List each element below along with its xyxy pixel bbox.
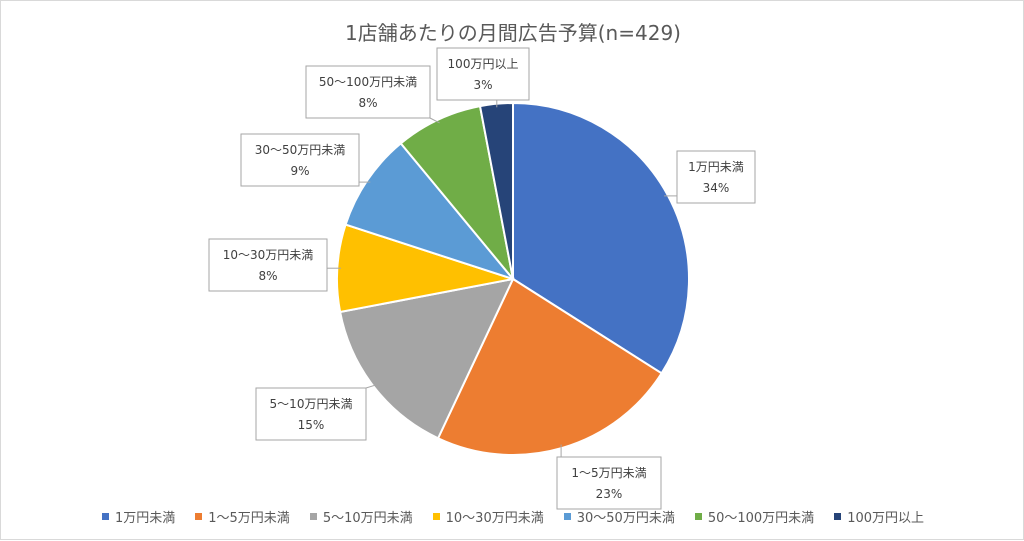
legend-swatch [563, 513, 571, 520]
legend-swatch [834, 513, 842, 520]
chart-title: 1店舗あたりの月間広告予算(n=429) [345, 21, 681, 45]
legend-item: 1万円未満 [101, 507, 176, 526]
legend-label: 50～100万円未満 [707, 511, 815, 526]
data-label-value: 23% [596, 487, 623, 501]
callout-box [305, 65, 431, 119]
data-label-category: 50～100万円未満 [319, 75, 417, 89]
data-label-category: 10～30万円未満 [223, 248, 314, 262]
legend-item: 50～100万円未満 [694, 507, 815, 526]
legend: 1万円未満 1～5万円未満 5～10万円未満 10～30万円未満 30～50万円未満 50… [1, 507, 1024, 526]
callout-box [556, 456, 662, 510]
legend-swatch [195, 513, 203, 520]
legend-label: 1万円未満 [114, 511, 176, 526]
pie-slice [344, 141, 516, 282]
data-label-category: 100万円以上 [448, 57, 519, 71]
data-label-value: 3% [473, 78, 492, 92]
callout-box [676, 150, 756, 204]
data-label-value: 15% [298, 418, 325, 432]
pie-slice [436, 277, 663, 456]
legend-label: 1～5万円未満 [208, 511, 290, 526]
legend-swatch [309, 513, 317, 520]
callout-box [240, 133, 360, 187]
data-label-category: 30～50万円未満 [255, 143, 346, 157]
data-label-category: 1万円未満 [688, 160, 744, 174]
data-label-value: 8% [358, 96, 377, 110]
legend-item: 5～10万円未満 [309, 507, 413, 526]
legend-swatch [101, 513, 109, 520]
legend-swatch [432, 513, 440, 520]
data-label-category: 5～10万円未満 [270, 397, 353, 411]
legend-item: 100万円以上 [834, 507, 924, 526]
legend-item: 30～50万円未満 [563, 507, 675, 526]
legend-label: 10～30万円未満 [445, 511, 544, 526]
callout-box [436, 47, 530, 101]
data-label-category: 1～5万円未満 [571, 466, 646, 480]
legend-item: 1～5万円未満 [195, 507, 290, 526]
legend-swatch [694, 513, 702, 520]
callout-box [208, 238, 328, 292]
callout-leader [365, 384, 377, 389]
callout-box [255, 387, 367, 441]
legend-label: 5～10万円未満 [322, 511, 413, 526]
legend-item: 10～30万円未満 [432, 507, 544, 526]
legend-label: 100万円以上 [847, 511, 925, 526]
pie-slice [512, 101, 690, 375]
callout-leader [429, 117, 440, 124]
legend-label: 30～50万円未満 [576, 511, 675, 526]
data-label-value: 34% [703, 181, 730, 195]
pie-slice [399, 104, 514, 280]
data-label-value: 8% [258, 269, 277, 283]
pie-slice [338, 277, 515, 440]
data-label-value: 9% [290, 164, 309, 178]
